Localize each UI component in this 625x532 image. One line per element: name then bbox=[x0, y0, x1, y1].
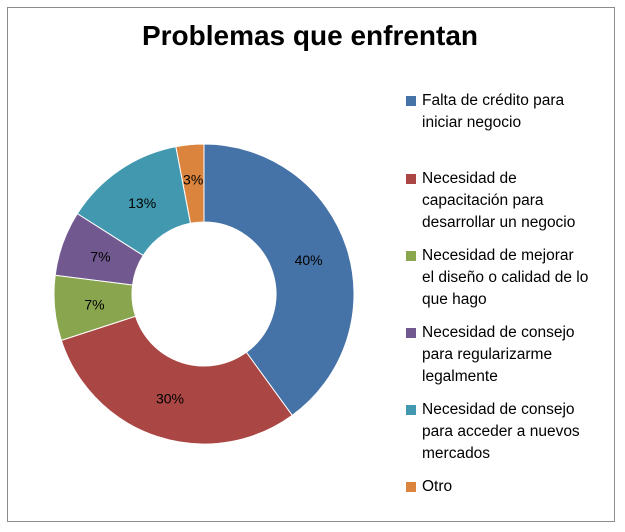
legend-item-3: Necesidad de mejorar el diseño o calidad … bbox=[406, 245, 606, 311]
chart-title: Problemas que enfrentan bbox=[141, 20, 479, 51]
legend-label: Otro bbox=[422, 478, 453, 495]
legend-swatch bbox=[406, 405, 416, 415]
legend-label: Falta de crédito para iniciar negocio bbox=[422, 92, 565, 131]
legend-swatch bbox=[406, 96, 416, 106]
data-label-4: 7% bbox=[90, 249, 110, 265]
data-label-3: 7% bbox=[84, 296, 104, 312]
legend-label: Necesidad de consejo para regularizarme le… bbox=[422, 324, 575, 385]
legend-swatch bbox=[406, 482, 416, 492]
legend-swatch bbox=[406, 251, 416, 261]
data-label-6: 3% bbox=[183, 172, 203, 188]
legend-item-1: Falta de crédito para iniciar negocio bbox=[406, 90, 606, 134]
data-label-5: 13% bbox=[128, 195, 156, 211]
data-label-1: 40% bbox=[295, 252, 323, 268]
legend-swatch bbox=[406, 328, 416, 338]
legend-item-5: Necesidad de consejo para acceder a nuevo… bbox=[406, 399, 606, 465]
legend-item-4: Necesidad de consejo para regularizarme le… bbox=[406, 322, 606, 388]
legend-label: Necesidad de consejo para acceder a nuevo… bbox=[422, 401, 580, 462]
donut-slice-1 bbox=[203, 143, 355, 417]
data-label-2: 30% bbox=[156, 391, 184, 407]
legend-item-2: Necesidad de capacitación para desarrollar… bbox=[406, 168, 606, 234]
legend-item-6: Otro bbox=[406, 476, 606, 498]
legend-swatch bbox=[406, 174, 416, 184]
donut-slice-6 bbox=[175, 143, 205, 224]
legend-label: Necesidad de capacitación para desarrollar… bbox=[422, 170, 576, 231]
donut-slice-2 bbox=[60, 315, 293, 445]
legend-label: Necesidad de mejorar el diseño o calidad … bbox=[422, 247, 589, 308]
